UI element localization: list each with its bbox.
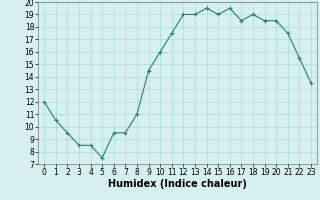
X-axis label: Humidex (Indice chaleur): Humidex (Indice chaleur): [108, 179, 247, 189]
